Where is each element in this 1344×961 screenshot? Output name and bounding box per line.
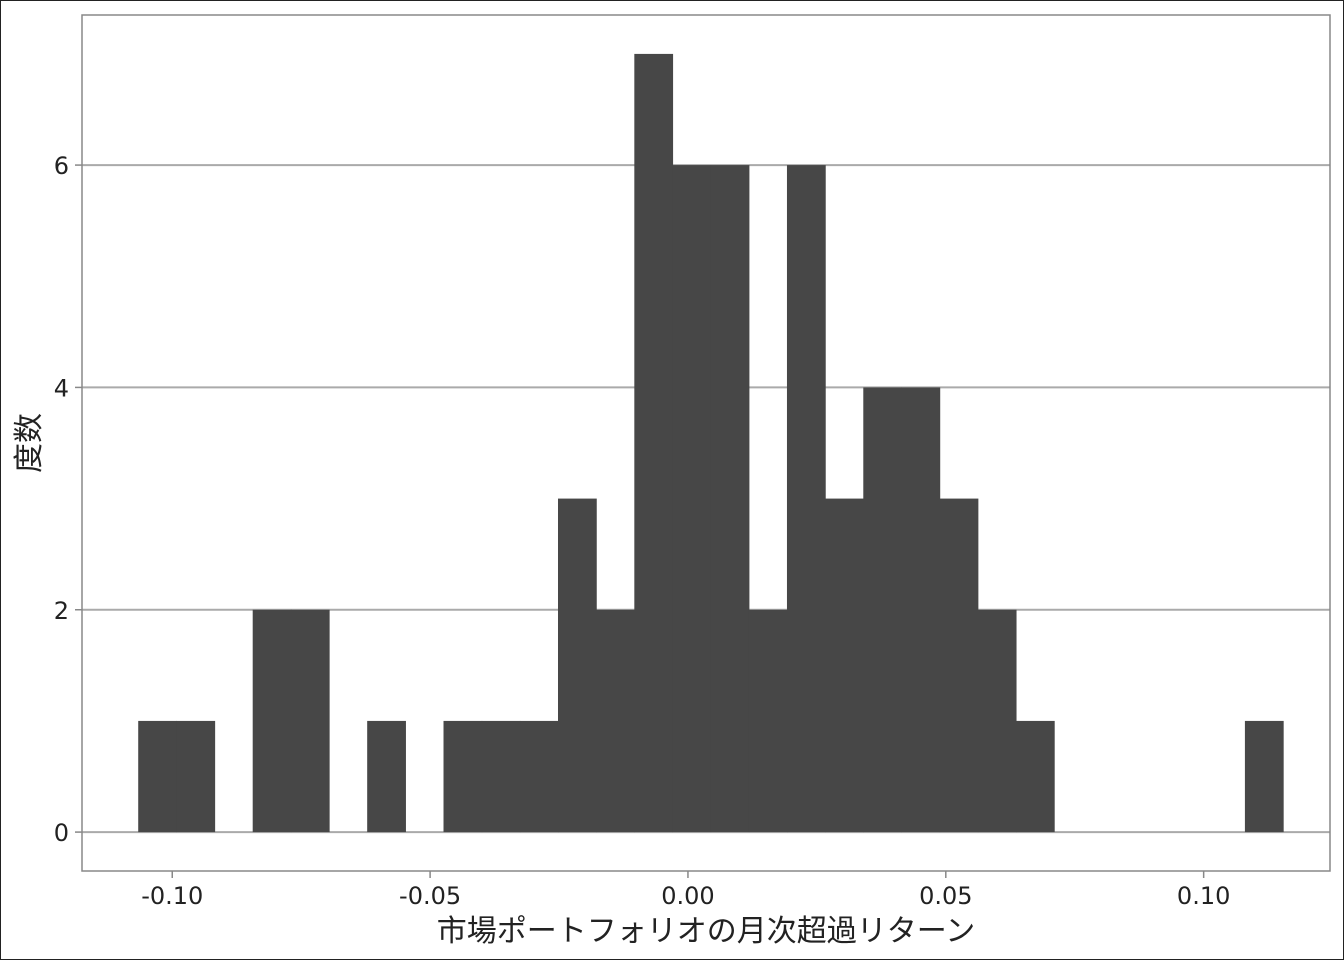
x-axis-title: 市場ポートフォリオの月次超過リターン [437,914,976,949]
bar-18 [825,498,864,833]
bar-23 [1015,720,1055,833]
bar-8 [443,720,483,833]
x-tick-label-2: 0.00 [661,882,714,910]
bar-16 [748,609,788,833]
bar-3 [252,609,292,833]
bar-10 [519,720,559,833]
y-tick-label-3: 6 [54,152,69,180]
bar-29 [1244,720,1284,833]
bar-0 [138,720,177,833]
x-tick-label-1: -0.05 [399,882,461,910]
x-tick-label-0: -0.10 [141,882,203,910]
y-tick-label-2: 4 [54,374,69,402]
bar-1 [176,720,216,833]
x-tick-label-3: 0.05 [919,882,972,910]
bar-15 [710,165,750,833]
bar-6 [367,720,406,833]
y-axis-title: 度数 [12,413,47,473]
plot-panel-border [81,14,1331,872]
y-axis-ticks: 0 2 4 6 [54,152,82,847]
bar-12 [596,609,635,833]
histogram-bars [138,53,1284,833]
bar-21 [939,498,979,833]
bar-22 [977,609,1017,833]
y-tick-label-1: 2 [54,597,69,625]
bar-14 [672,165,712,833]
bar-11 [557,498,597,833]
bar-4 [290,609,330,833]
bar-13 [634,53,674,833]
bar-20 [901,387,941,833]
x-tick-label-4: 0.10 [1177,882,1230,910]
y-tick-label-0: 0 [54,819,69,847]
bar-17 [786,165,826,833]
x-axis-ticks: -0.10 -0.05 0.00 0.05 0.10 [141,871,1230,910]
bar-9 [481,720,521,833]
bar-19 [863,387,903,833]
